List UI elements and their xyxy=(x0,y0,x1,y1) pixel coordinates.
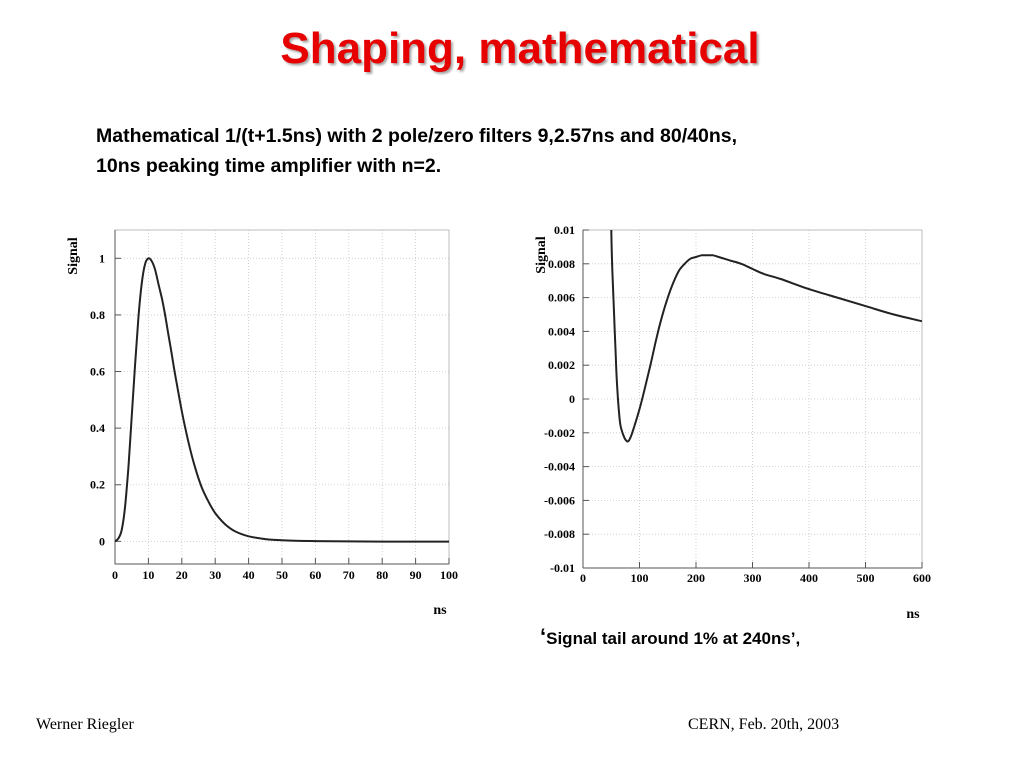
y-tick-label: 0.2 xyxy=(90,478,105,492)
x-tick-label: 0 xyxy=(112,568,118,582)
x-tick-label: 500 xyxy=(857,571,875,585)
y-tick-label: -0.01 xyxy=(550,561,575,575)
y-axis-title: Signal xyxy=(66,237,81,274)
y-tick-label: -0.008 xyxy=(544,527,575,541)
footer-date: CERN, Feb. 20th, 2003 xyxy=(688,716,840,733)
x-tick-label: 40 xyxy=(243,568,255,582)
x-tick-label: 400 xyxy=(800,571,818,585)
x-tick-label: 60 xyxy=(309,568,321,582)
x-tick-label: 600 xyxy=(913,571,931,585)
x-tick-label: 90 xyxy=(410,568,422,582)
x-tick-label: 200 xyxy=(687,571,705,585)
x-tick-label: 0 xyxy=(580,571,586,585)
x-tick-label: 10 xyxy=(142,568,154,582)
signal-curve xyxy=(610,230,922,443)
note-text: Signal tail around 1% at 240ns’, xyxy=(546,629,801,648)
x-tick-label: 70 xyxy=(343,568,355,582)
y-tick-label: 0.6 xyxy=(90,365,105,379)
y-tick-label: 0.4 xyxy=(90,421,105,435)
footer-author: Werner Riegler xyxy=(36,716,134,733)
note-open-quote: ‘ xyxy=(540,624,547,649)
y-tick-label: 0.004 xyxy=(548,324,575,338)
signal-tail-note: ‘Signal tail around 1% at 240ns’, xyxy=(540,624,800,650)
signal-curve xyxy=(115,257,449,543)
y-tick-label: 0.008 xyxy=(548,257,575,271)
subtitle-line-2: 10ns peaking time amplifier with n=2. xyxy=(96,155,442,177)
x-tick-label: 100 xyxy=(440,568,458,582)
x-axis-title: ns xyxy=(433,603,447,618)
slide-subtitle: Mathematical 1/(t+1.5ns) with 2 pole/zer… xyxy=(96,121,976,181)
x-tick-label: 300 xyxy=(744,571,762,585)
y-tick-label: 0.002 xyxy=(548,358,575,372)
x-axis-title: ns xyxy=(906,607,920,622)
slide-title: Shaping, mathematical xyxy=(280,24,760,73)
y-axis-title: Signal xyxy=(534,236,549,273)
y-tick-label: 0 xyxy=(99,534,105,548)
y-tick-label: 0.006 xyxy=(548,291,575,305)
x-tick-label: 20 xyxy=(176,568,188,582)
y-tick-label: 0.01 xyxy=(554,223,575,237)
y-tick-label: -0.004 xyxy=(544,460,575,474)
y-tick-label: 0 xyxy=(569,392,575,406)
x-tick-label: 30 xyxy=(209,568,221,582)
y-tick-label: -0.006 xyxy=(544,493,575,507)
x-tick-label: 80 xyxy=(376,568,388,582)
y-tick-label: 0.8 xyxy=(90,308,105,322)
subtitle-line-1: Mathematical 1/(t+1.5ns) with 2 pole/zer… xyxy=(96,125,738,147)
x-tick-label: 50 xyxy=(276,568,288,582)
x-tick-label: 100 xyxy=(631,571,649,585)
y-tick-label: -0.002 xyxy=(544,426,575,440)
y-tick-label: 1 xyxy=(99,251,105,265)
